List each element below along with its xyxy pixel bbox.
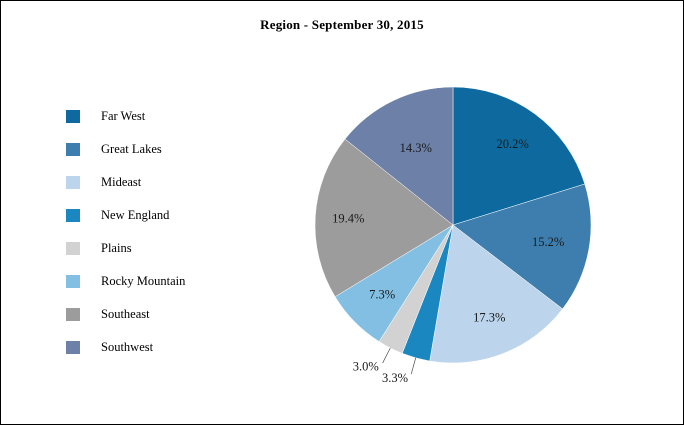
chart-title: Region - September 30, 2015 [260, 17, 424, 32]
legend-swatch-rocky-mountain [66, 275, 80, 288]
legend-item-southwest: Southwest [66, 331, 185, 364]
pie-slice-mideast [429, 224, 563, 364]
leader-line-new-england [410, 357, 417, 375]
leader-line-plains [382, 347, 391, 364]
legend-item-new-england: New England [66, 199, 185, 232]
pie-label-southwest: 14.3% [400, 141, 432, 155]
legend-swatch-great-lakes [66, 143, 80, 156]
pie-label-rocky-mountain: 7.3% [369, 288, 395, 302]
pie-slice-southwest [344, 86, 454, 226]
pie-label-great-lakes: 15.2% [532, 235, 564, 249]
legend-label: Mideast [101, 175, 142, 189]
legend-label: Rocky Mountain [101, 274, 186, 288]
legend-swatch-new-england [66, 209, 80, 222]
legend-label: Great Lakes [101, 142, 162, 156]
legend-swatch-southeast [66, 308, 80, 321]
pie-slice-southeast [314, 138, 454, 298]
legend-label: Far West [101, 109, 146, 123]
legend-label: Southwest [101, 340, 154, 354]
legend-item-mideast: Mideast [66, 166, 185, 199]
pie-label-plains: 3.0% [353, 360, 379, 374]
legend-swatch-mideast [66, 176, 80, 189]
pie-label-new-england: 3.3% [382, 371, 408, 385]
legend: Far West Great Lakes Mideast New England Pla… [66, 100, 185, 364]
legend-swatch-far-west [66, 110, 80, 123]
legend-item-far-west: Far West [66, 100, 185, 133]
pie-slice-great-lakes [452, 183, 592, 310]
legend-item-great-lakes: Great Lakes [66, 133, 185, 166]
legend-item-plains: Plains [66, 232, 185, 265]
pie-label-southeast: 19.4% [332, 211, 364, 225]
legend-label: Southeast [101, 307, 150, 321]
legend-item-southeast: Southeast [66, 298, 185, 331]
pie-slice-far-west [452, 86, 586, 226]
pie-label-mideast: 17.3% [473, 311, 505, 325]
legend-item-rocky-mountain: Rocky Mountain [66, 265, 185, 298]
legend-swatch-plains [66, 242, 80, 255]
pie-label-far-west: 20.2% [497, 137, 529, 151]
legend-swatch-southwest [66, 341, 80, 354]
legend-label: New England [101, 208, 170, 222]
legend-label: Plains [101, 241, 132, 255]
